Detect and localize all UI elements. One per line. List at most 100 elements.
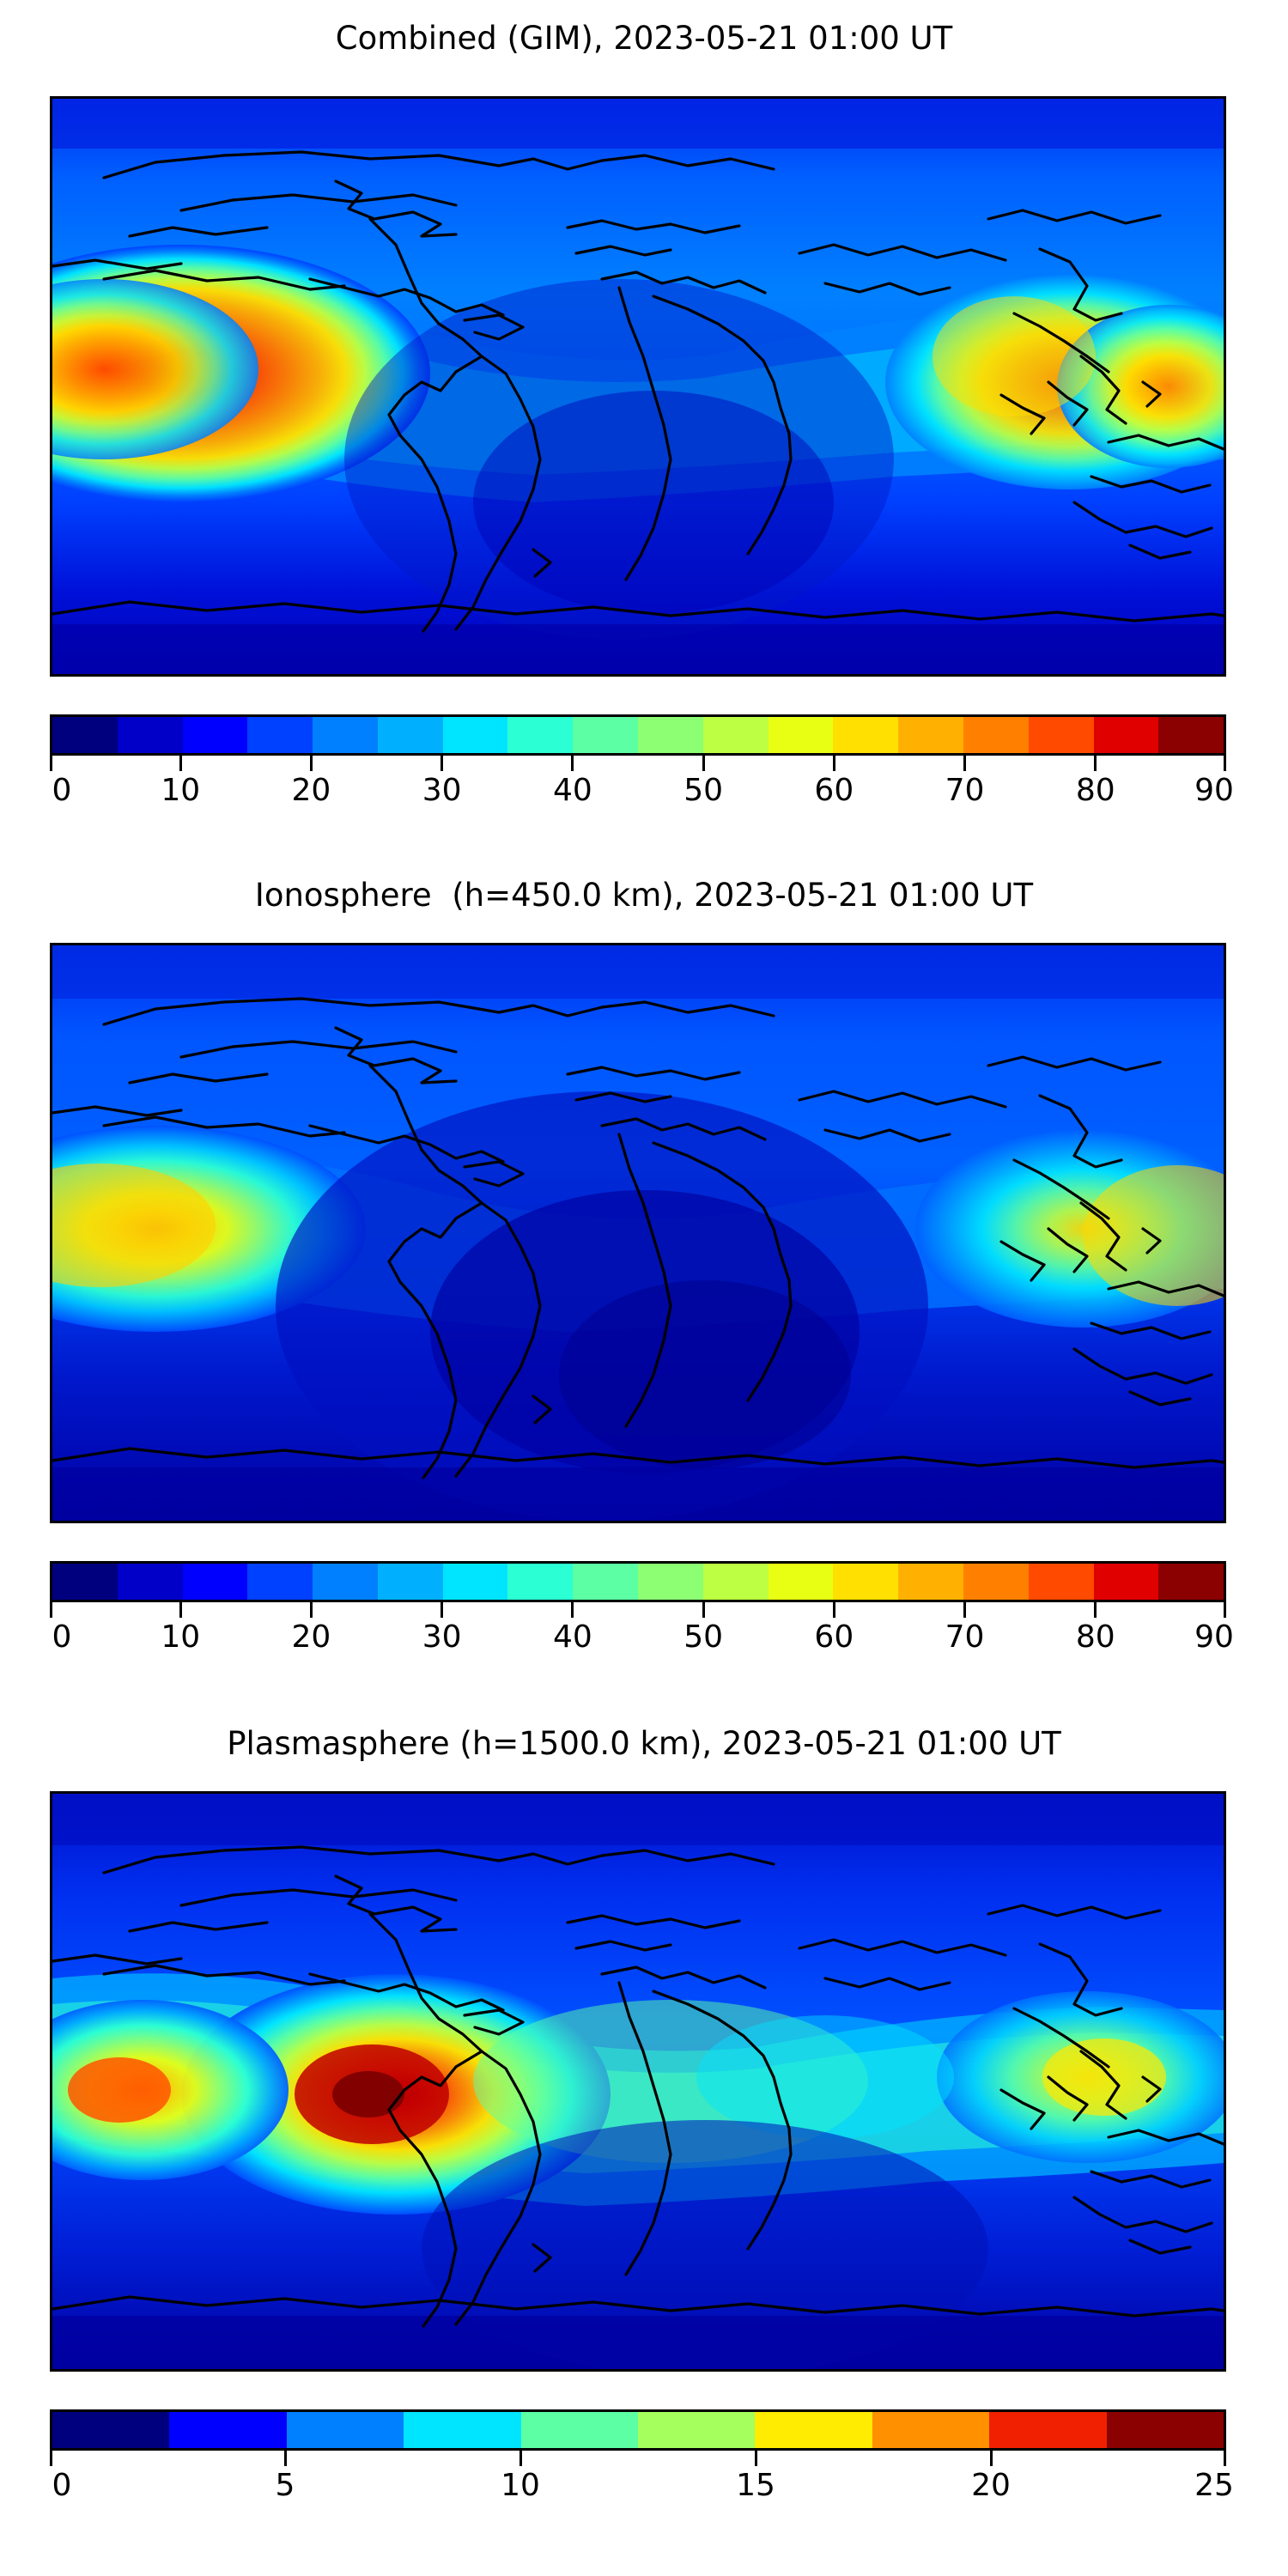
map-canvas-combined-gim	[52, 99, 1224, 674]
colorbar-ticklabels-combined-gim: 0 10 20 30 40 50 60 70 80 90	[50, 771, 1234, 811]
colorbar-gradient-combined-gim	[50, 714, 1226, 756]
colorbar-tick	[50, 2451, 52, 2466]
colorbar-band	[377, 1564, 443, 1600]
colorbar-tick-label: 70	[945, 773, 985, 808]
colorbar-tick	[1224, 756, 1226, 771]
colorbar-ticks-ionosphere	[50, 1602, 1226, 1618]
colorbar-tick-label: 10	[161, 1619, 201, 1655]
colorbar-tick	[50, 756, 52, 771]
colorbar-band	[768, 717, 834, 753]
colorbar-tick	[1094, 756, 1097, 771]
colorbar-band	[898, 717, 963, 753]
colorbar-tick-label: 60	[814, 1619, 854, 1655]
colorbar-band	[898, 1564, 963, 1600]
colorbar-band	[182, 1564, 248, 1600]
colorbar-band	[638, 717, 703, 753]
colorbar-ticks-plasmasphere	[50, 2451, 1226, 2466]
colorbar-tick-label: 50	[683, 773, 724, 808]
colorbar-tick-label: 80	[1075, 1619, 1115, 1655]
colorbar-band	[182, 717, 248, 753]
colorbar-tick-label: 20	[971, 2468, 1011, 2503]
colorbar-tick-label: 40	[552, 773, 592, 808]
colorbar-band	[833, 717, 899, 753]
colorbar-band	[1158, 1564, 1224, 1600]
colorbar-band	[1106, 2412, 1224, 2448]
colorbar-tick	[309, 756, 313, 771]
colorbar-band	[1093, 717, 1159, 753]
panel-title-ionosphere: Ionosphere (h=450.0 km), 2023-05-21 01:0…	[254, 877, 1034, 914]
colorbar-tick	[571, 1602, 574, 1618]
colorbar-band	[755, 2412, 872, 2448]
colorbar-tick-label: 0	[52, 2468, 72, 2503]
colorbar-tick	[702, 756, 705, 771]
coastlines	[52, 150, 1224, 633]
coastlines	[52, 1845, 1224, 2328]
colorbar-tick	[440, 1602, 444, 1618]
colorbar-tick	[309, 1602, 313, 1618]
colorbar-tick-label: 40	[552, 1619, 592, 1655]
colorbar-ticks-combined-gim	[50, 756, 1226, 771]
colorbar-tick	[702, 1602, 705, 1618]
colorbar-band	[1028, 1564, 1094, 1600]
colorbar-ticklabels-plasmasphere: 0 5 10 15 20 25	[50, 2466, 1234, 2506]
colorbar-tick-label: 30	[422, 773, 462, 808]
colorbar-ticklabels-ionosphere: 0 10 20 30 40 50 60 70 80 90	[50, 1618, 1234, 1657]
colorbar-tick	[50, 1602, 52, 1618]
colorbar-band	[117, 717, 183, 753]
colorbar-band	[52, 1564, 118, 1600]
map-canvas-plasmasphere	[52, 1794, 1224, 2369]
colorbar-band	[638, 1564, 703, 1600]
colorbar-band	[989, 2412, 1107, 2448]
colorbar-band	[247, 717, 313, 753]
colorbar-tick-label: 30	[422, 1619, 462, 1655]
colorbar-tick	[963, 756, 967, 771]
colorbar-tick	[989, 2451, 993, 2466]
colorbar-band	[404, 2412, 521, 2448]
colorbar-gradient-plasmasphere	[50, 2409, 1226, 2451]
colorbar-band	[702, 717, 769, 753]
colorbar-band	[520, 2412, 639, 2448]
colorbar-band	[702, 1564, 769, 1600]
colorbar-tick	[754, 2451, 757, 2466]
colorbar-band	[313, 1564, 378, 1600]
colorbar-tick-label: 20	[291, 1619, 331, 1655]
colorbar-gradient-ionosphere	[50, 1561, 1226, 1602]
colorbar-band	[963, 717, 1029, 753]
colorbar-band	[313, 717, 378, 753]
colorbar-band	[1158, 717, 1224, 753]
map-plasmasphere	[50, 1791, 1226, 2372]
colorbar-band	[573, 1564, 639, 1600]
panel-title-plasmasphere: Plasmasphere (h=1500.0 km), 2023-05-21 0…	[227, 1725, 1061, 1762]
colorbar-band	[1093, 1564, 1159, 1600]
colorbar-band	[507, 1564, 574, 1600]
colorbar-band	[442, 1564, 508, 1600]
colorbar-tick	[832, 756, 835, 771]
colorbar-tick	[832, 1602, 835, 1618]
colorbar-tick-label: 90	[1194, 773, 1234, 808]
colorbar-band	[573, 717, 639, 753]
colorbar-tick	[179, 756, 182, 771]
map-combined-gim	[50, 96, 1226, 677]
colorbar-band	[442, 717, 508, 753]
map-ionosphere	[50, 943, 1226, 1523]
panel-ionosphere: Ionosphere (h=450.0 km), 2023-05-21 01:0…	[0, 859, 1288, 1717]
colorbar-band	[117, 1564, 183, 1600]
colorbar-tick	[1224, 1602, 1226, 1618]
colorbar-tick	[963, 1602, 967, 1618]
colorbar-band	[768, 1564, 834, 1600]
colorbar-tick-label: 60	[814, 773, 854, 808]
panel-plasmasphere: Plasmasphere (h=1500.0 km), 2023-05-21 0…	[0, 1717, 1288, 2576]
colorbar-tick	[571, 756, 574, 771]
colorbar-band	[169, 2412, 287, 2448]
colorbar-band	[52, 717, 118, 753]
colorbar-band	[507, 717, 574, 753]
colorbar-band	[833, 1564, 899, 1600]
colorbar-tick-label: 10	[501, 2468, 540, 2503]
colorbar-band	[1028, 717, 1094, 753]
colorbar-band	[963, 1564, 1029, 1600]
colorbar-tick-label: 15	[736, 2468, 775, 2503]
colorbar-tick-label: 50	[683, 1619, 724, 1655]
colorbar-tick-label: 80	[1075, 773, 1115, 808]
colorbar-tick-label: 25	[1194, 2468, 1234, 2503]
